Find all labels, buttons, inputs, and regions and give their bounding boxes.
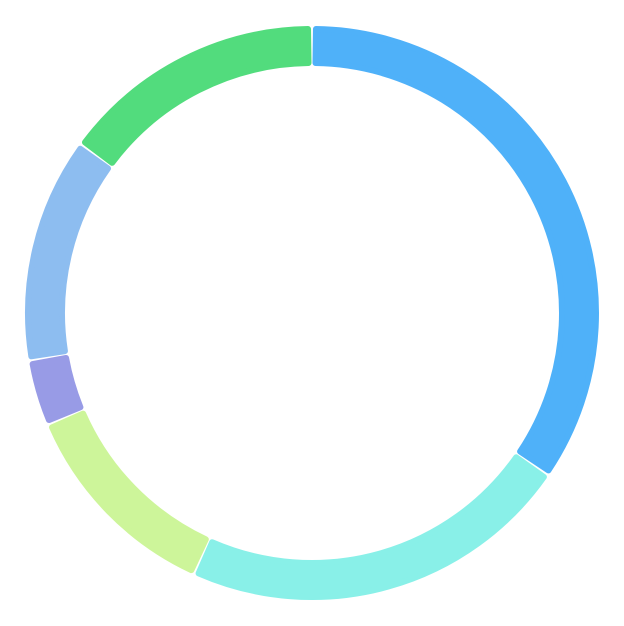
donut-slice-1 bbox=[312, 26, 599, 474]
donut-slice-2 bbox=[195, 454, 547, 600]
donut-slice-4 bbox=[29, 354, 84, 424]
donut-slice-3 bbox=[49, 410, 209, 574]
donut-slice-5 bbox=[25, 145, 112, 360]
donut-slice-6 bbox=[81, 26, 312, 166]
